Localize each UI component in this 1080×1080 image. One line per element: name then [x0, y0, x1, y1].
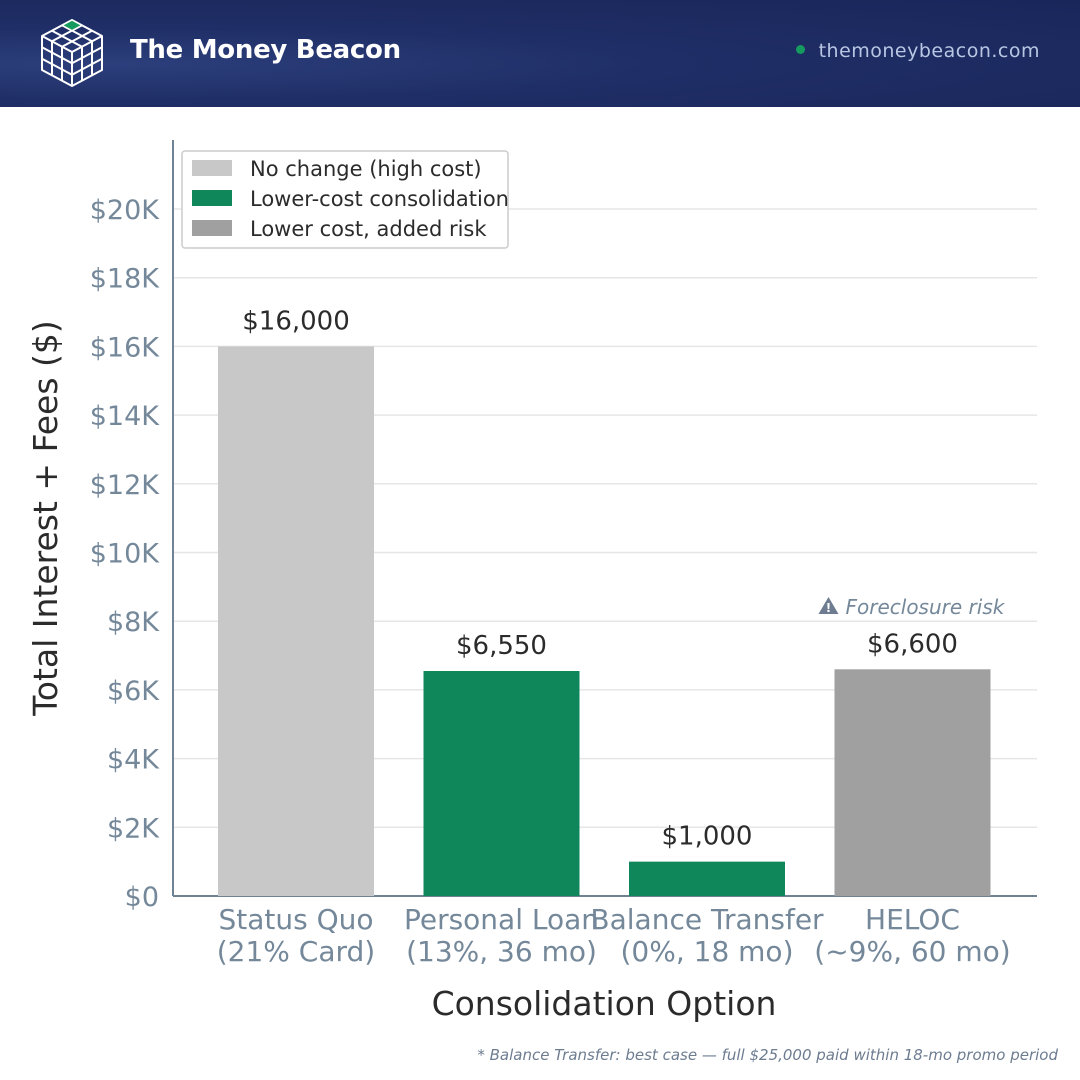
status-dot-icon [795, 45, 805, 54]
x-tick-label: Status Quo [218, 903, 373, 936]
bar [629, 861, 785, 896]
cube-grid-icon [41, 19, 103, 87]
x-tick-label: Balance Transfer [590, 903, 824, 936]
header-bar: The Money Beacon themoneybeacon.com [0, 0, 1080, 107]
bar [218, 346, 374, 896]
footnote: * Balance Transfer: best case — full $25… [477, 1046, 1058, 1064]
warning-icon [818, 597, 839, 614]
x-tick-label: Personal Loan [404, 903, 599, 936]
x-tick-label: (21% Card) [217, 935, 375, 968]
bar [834, 669, 991, 896]
warning-icon-mark: ! [826, 601, 831, 615]
legend-label: Lower-cost consolidation [250, 187, 509, 211]
y-tick-label: $18K [90, 264, 161, 295]
bar-value-label: $6,600 [867, 629, 958, 659]
y-tick-label: $8K [107, 607, 160, 638]
legend-label: No change (high cost) [250, 157, 482, 181]
annotation-label: Foreclosure risk [846, 595, 1006, 619]
bar [423, 671, 580, 896]
bar-value-label: $6,550 [456, 631, 547, 661]
y-tick-label: $20K [90, 195, 161, 226]
legend-swatch [192, 190, 232, 206]
bar-value-label: $1,000 [662, 822, 753, 852]
legend-box [181, 150, 509, 249]
x-axis-label: Consolidation Option [432, 984, 777, 1023]
site-url[interactable]: themoneybeacon.com [795, 40, 1040, 62]
brand-name: The Money Beacon [130, 35, 401, 65]
x-tick-label: (~9%, 60 mo) [814, 935, 1010, 968]
y-tick-label: $14K [90, 401, 161, 432]
x-tick-label: (13%, 36 mo) [406, 935, 597, 968]
y-tick-label: $4K [107, 745, 160, 776]
legend-swatch [192, 160, 232, 176]
y-tick-label: $0 [125, 882, 159, 913]
y-tick-label: $16K [90, 332, 161, 363]
x-tick-label: HELOC [865, 903, 960, 936]
y-axis-label: Total Interest + Fees ($) [26, 320, 65, 717]
bar-value-label: $16,000 [242, 306, 350, 336]
site-url-text: themoneybeacon.com [818, 40, 1040, 62]
y-tick-label: $2K [107, 813, 160, 844]
x-tick-label: (0%, 18 mo) [620, 935, 793, 968]
y-tick-label: $10K [90, 539, 161, 570]
y-tick-label: $6K [107, 676, 160, 707]
legend-label: Lower cost, added risk [250, 217, 487, 241]
y-tick-label: $12K [90, 470, 161, 501]
legend-swatch [192, 220, 232, 236]
